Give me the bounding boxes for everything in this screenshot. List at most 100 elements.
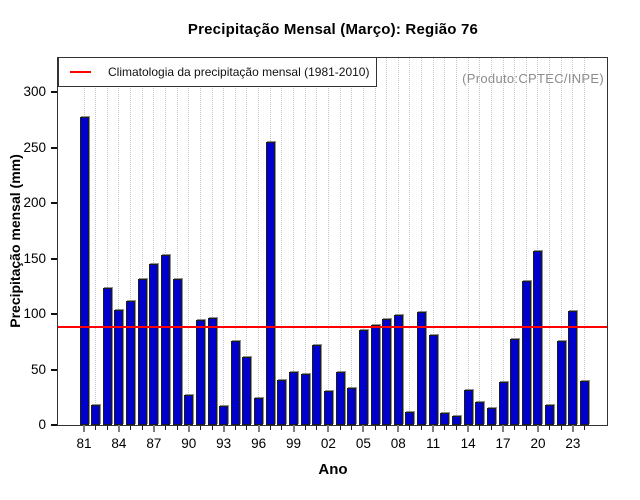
gridline [106,58,108,425]
gridline [514,58,516,425]
bar-1989 [172,278,182,425]
bar-2000 [300,374,310,425]
plot-area [51,57,608,432]
bar-1996 [254,398,264,425]
gridline [397,58,399,425]
bar-2008 [393,315,403,425]
x-axis-title: Ano [318,461,348,478]
x-tick [211,425,213,430]
bar-1991 [195,319,205,425]
y-tick [51,424,57,426]
bar-1995 [242,357,252,425]
gridline [118,58,120,425]
gridline [339,58,341,425]
x-tick [176,425,178,430]
bar-1986 [137,278,147,425]
x-tick [187,425,190,432]
x-tick-label: 23 [565,436,581,451]
gridline [176,58,178,425]
gridline [560,58,562,425]
x-tick [130,425,132,430]
x-tick [467,425,470,432]
x-tick [409,425,411,430]
bar-2021 [545,405,555,425]
gridline [490,58,492,425]
gridline [141,58,143,425]
x-tick-label: 05 [355,436,371,451]
y-tick [51,146,57,149]
bar-2004 [347,388,357,425]
bar-1985 [126,300,136,425]
bar-2006 [370,325,380,425]
x-tick [514,425,516,430]
x-tick [444,425,446,430]
gridline [421,58,423,425]
x-tick [141,425,143,430]
x-tick [351,425,353,430]
bar-1997 [265,142,275,425]
y-tick [51,91,57,94]
bar-2010 [417,311,427,425]
bar-2022 [556,340,566,425]
bar-2014 [463,389,473,425]
x-tick [152,425,155,432]
gridline [327,58,329,425]
x-tick [386,425,388,430]
legend-label: Climatologia da precipitação mensal (198… [108,65,370,79]
x-tick [106,425,108,430]
x-tick [549,425,551,430]
x-tick-label: 93 [216,436,232,451]
gridline [467,58,469,425]
bar-2015 [475,401,485,425]
x-tick [374,425,376,430]
y-tick [51,368,57,371]
y-tick-label: 300 [23,84,46,100]
gridline [572,58,574,425]
x-tick-label: 17 [495,436,511,451]
gridline [549,58,551,425]
gridline [537,58,539,425]
x-tick [246,425,248,430]
gridline [432,58,434,425]
bar-1984 [114,309,124,425]
x-tick-label: 20 [530,436,546,451]
gridline [223,58,225,425]
x-tick-label: 84 [111,436,127,451]
y-tick-label: 0 [38,417,46,432]
gridline [351,58,353,425]
gridline [95,58,97,425]
climatology-line [58,326,607,329]
gridline [374,58,376,425]
gridline [304,58,306,425]
x-tick-label: 90 [181,436,197,451]
gridline [199,58,201,425]
x-tick-label: 81 [76,436,92,451]
bar-2017 [498,381,508,425]
gridline [234,58,236,425]
gridline [584,58,586,425]
y-tick-label: 200 [23,195,46,211]
bar-2002 [323,390,333,425]
gridline [409,58,411,425]
bar-1992 [207,317,217,425]
x-tick [455,425,457,430]
bar-2018 [510,338,520,425]
y-tick-label: 50 [30,361,46,377]
bar-2003 [335,371,345,425]
gridline [479,58,481,425]
x-tick [339,425,341,430]
bar-2011 [428,335,438,425]
x-tick [327,425,330,432]
x-tick [584,425,586,430]
bar-2001 [312,345,322,425]
gridline [316,58,318,425]
bar-2019 [521,280,531,425]
x-tick [316,425,318,430]
x-tick-label: 14 [460,436,476,451]
y-tick-label: 100 [23,306,46,322]
y-tick-label: 250 [23,139,46,155]
bar-1998 [277,379,287,425]
chart-title: Precipitação Mensal (Março): Região 76 [187,21,479,38]
gridline [153,58,155,425]
x-tick [502,425,505,432]
